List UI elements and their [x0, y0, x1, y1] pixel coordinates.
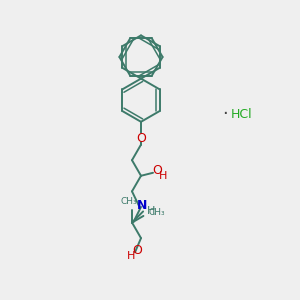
Text: CH₃: CH₃ — [121, 197, 137, 206]
Text: O: O — [133, 244, 142, 257]
Text: ·: · — [222, 105, 228, 123]
Text: H: H — [146, 206, 155, 216]
Text: H: H — [159, 171, 167, 181]
Text: O: O — [136, 132, 146, 145]
Text: HCl: HCl — [231, 107, 253, 121]
Text: H: H — [127, 251, 136, 261]
Text: O: O — [152, 164, 162, 177]
Text: CH₃: CH₃ — [148, 208, 165, 217]
Text: N: N — [137, 199, 147, 212]
